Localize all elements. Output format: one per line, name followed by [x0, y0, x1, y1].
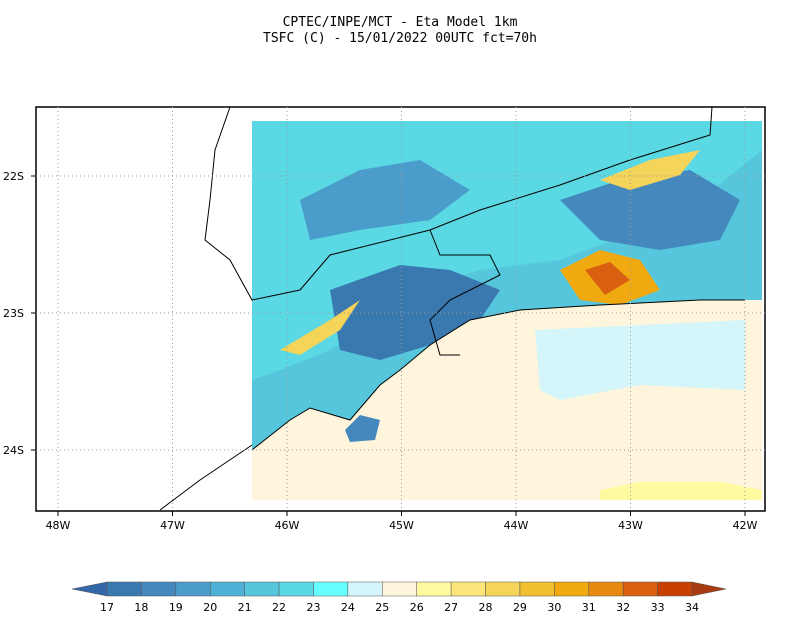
- map-field: [252, 121, 762, 500]
- colorbar-segment: [450, 581, 486, 597]
- colorbar-segment: [209, 581, 245, 597]
- lat-label: 23S: [3, 307, 24, 320]
- colorbar-label: 22: [272, 601, 286, 614]
- colorbar-label: 24: [341, 601, 355, 614]
- colorbar-label: 31: [582, 601, 596, 614]
- colorbar-segment: [657, 581, 693, 597]
- colorbar-segment: [278, 581, 314, 597]
- colorbar-segment: [554, 581, 590, 597]
- colorbar-segment: [588, 581, 624, 597]
- colorbar-label: 23: [306, 601, 320, 614]
- colorbar-segment: [313, 581, 349, 597]
- lat-label: 22S: [3, 170, 24, 183]
- colorbar-segment: [175, 581, 211, 597]
- colorbar-segment: [382, 581, 417, 597]
- colorbar-label: 18: [134, 601, 148, 614]
- lon-label: 47W: [160, 519, 185, 532]
- colorbar-label: 19: [169, 601, 183, 614]
- colorbar-label: 30: [547, 601, 561, 614]
- subtitle: TSFC (C) - 15/01/2022 00UTC fct=70h: [263, 31, 537, 46]
- colorbar-label: 17: [100, 601, 114, 614]
- colorbar-label: 21: [238, 601, 252, 614]
- lon-label: 44W: [504, 519, 529, 532]
- colorbar-label: 34: [685, 601, 699, 614]
- colorbar-arrow-low: [71, 581, 108, 597]
- colorbar-segment: [347, 581, 383, 597]
- colorbar-segment: [485, 581, 521, 597]
- colorbar-segment: [106, 581, 142, 597]
- colorbar-segment: [244, 581, 280, 597]
- lon-label: 48W: [46, 519, 71, 532]
- lon-label: 43W: [618, 519, 643, 532]
- colorbar-label: 25: [375, 601, 389, 614]
- lon-label: 46W: [275, 519, 300, 532]
- lat-label: 24S: [3, 444, 24, 457]
- lon-label: 45W: [389, 519, 414, 532]
- colorbar-label: 26: [410, 601, 424, 614]
- colorbar-arrow-high: [691, 581, 727, 597]
- map-frame: [35, 106, 766, 512]
- colorbar-label: 33: [651, 601, 665, 614]
- colorbar-segment: [622, 581, 658, 597]
- colorbar-segment: [519, 581, 555, 597]
- colorbar-label: 32: [616, 601, 630, 614]
- colorbar-label: 27: [444, 601, 458, 614]
- lon-label: 42W: [733, 519, 758, 532]
- colorbar-label: 29: [513, 601, 527, 614]
- colorbar-segment: [141, 581, 177, 597]
- colorbar-segment: [416, 581, 452, 597]
- colorbar-label: 20: [203, 601, 217, 614]
- boundaries: [159, 106, 745, 511]
- title: CPTEC/INPE/MCT - Eta Model 1km: [283, 15, 518, 30]
- colorbar-label: 28: [479, 601, 493, 614]
